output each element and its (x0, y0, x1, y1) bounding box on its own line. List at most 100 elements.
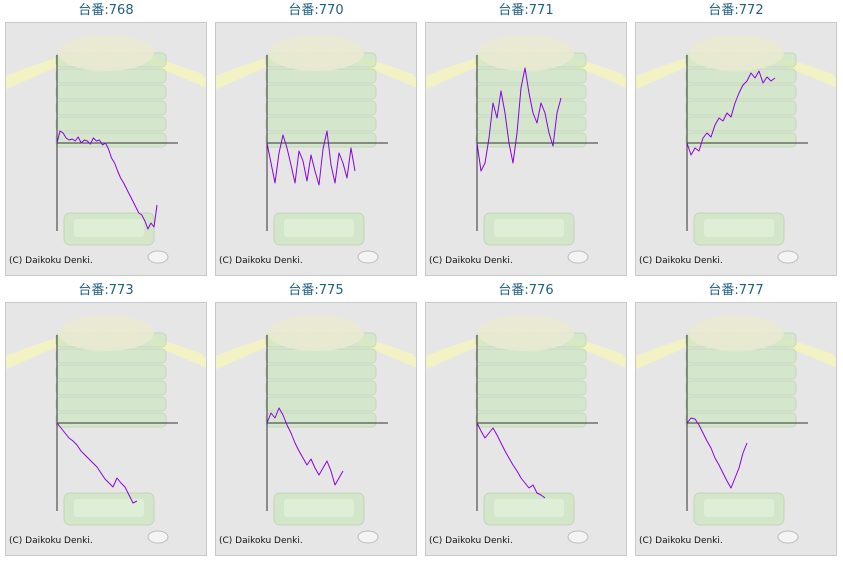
stacked-tray (265, 84, 377, 100)
dome-shape (268, 315, 364, 351)
stacked-tray (55, 380, 167, 396)
background-illustration (636, 35, 836, 264)
dome-shape (58, 315, 154, 351)
coin-icon (147, 250, 169, 264)
bottom-tray-inner (284, 499, 354, 517)
stacked-tray (475, 380, 587, 396)
background-illustration (216, 315, 416, 544)
stacked-tray (685, 412, 797, 428)
series-line (266, 130, 356, 186)
stacked-tray (55, 116, 167, 132)
stacked-tray (55, 396, 167, 412)
copyright-text: (C) Daikoku Denki. (639, 536, 723, 546)
chart-panel: (C) Daikoku Denki. (215, 22, 417, 276)
dome-shape (268, 35, 364, 71)
stacked-tray (265, 396, 377, 412)
chart-title[interactable]: 台番:775 (288, 283, 344, 298)
stacked-tray (685, 348, 797, 364)
stacked-tray (475, 68, 587, 84)
stacked-tray (265, 116, 377, 132)
stacked-tray (265, 364, 377, 380)
coin-icon (567, 250, 589, 264)
coin-icon (567, 530, 589, 544)
background-illustration (216, 35, 416, 264)
series-line (476, 67, 562, 172)
copyright-text: (C) Daikoku Denki. (219, 256, 303, 266)
background-illustration (636, 315, 836, 544)
stacked-tray (685, 84, 797, 100)
series-line (266, 407, 344, 486)
series-line (476, 422, 546, 499)
stacked-tray (685, 100, 797, 116)
coin-icon (777, 250, 799, 264)
chart-title[interactable]: 台番:771 (498, 3, 554, 18)
stacked-tray (475, 84, 587, 100)
stacked-tray (685, 116, 797, 132)
coin-icon (147, 530, 169, 544)
series-line (686, 417, 748, 489)
bottom-tray-inner (284, 219, 354, 237)
copyright-text: (C) Daikoku Denki. (9, 256, 93, 266)
chart-panel: (C) Daikoku Denki. (425, 22, 627, 276)
chart-panel: (C) Daikoku Denki. (425, 302, 627, 556)
chart-panel: (C) Daikoku Denki. (5, 22, 207, 276)
chart-title[interactable]: 台番:768 (78, 3, 134, 18)
chart-panel: (C) Daikoku Denki. (635, 22, 837, 276)
copyright-text: (C) Daikoku Denki. (429, 536, 513, 546)
stacked-tray (55, 84, 167, 100)
stacked-tray (55, 132, 167, 148)
coin-icon (357, 530, 379, 544)
dome-shape (688, 35, 784, 71)
bottom-tray-inner (704, 219, 774, 237)
stacked-tray (475, 132, 587, 148)
series-line (686, 70, 776, 156)
bottom-tray-inner (494, 499, 564, 517)
chart-title[interactable]: 台番:776 (498, 283, 554, 298)
bottom-tray-inner (704, 499, 774, 517)
bottom-tray-inner (74, 499, 144, 517)
stacked-tray (55, 100, 167, 116)
stacked-tray (265, 380, 377, 396)
stacked-tray (265, 68, 377, 84)
chart-title[interactable]: 台番:772 (708, 3, 764, 18)
stacked-tray (475, 348, 587, 364)
coin-icon (357, 250, 379, 264)
dome-shape (478, 35, 574, 71)
chart-title[interactable]: 台番:770 (288, 3, 344, 18)
stacked-tray (685, 364, 797, 380)
bottom-tray-inner (494, 219, 564, 237)
copyright-text: (C) Daikoku Denki. (639, 256, 723, 266)
stacked-tray (265, 100, 377, 116)
stacked-tray (685, 68, 797, 84)
stacked-tray (475, 364, 587, 380)
chart-title[interactable]: 台番:777 (708, 283, 764, 298)
coin-icon (777, 530, 799, 544)
background-illustration (426, 315, 626, 544)
copyright-text: (C) Daikoku Denki. (219, 536, 303, 546)
chart-panel: (C) Daikoku Denki. (635, 302, 837, 556)
background-illustration (6, 35, 206, 264)
stacked-tray (265, 348, 377, 364)
copyright-text: (C) Daikoku Denki. (429, 256, 513, 266)
stacked-tray (475, 116, 587, 132)
chart-title[interactable]: 台番:773 (78, 283, 134, 298)
dome-shape (58, 35, 154, 71)
stacked-tray (55, 412, 167, 428)
background-illustration (6, 315, 206, 544)
series-line (56, 130, 158, 230)
background-illustration (426, 35, 626, 264)
bottom-tray-inner (74, 219, 144, 237)
copyright-text: (C) Daikoku Denki. (9, 536, 93, 546)
dome-shape (688, 315, 784, 351)
stacked-tray (685, 396, 797, 412)
series-line (56, 422, 138, 504)
stacked-tray (55, 68, 167, 84)
stacked-tray (55, 364, 167, 380)
chart-panel: (C) Daikoku Denki. (215, 302, 417, 556)
chart-panel: (C) Daikoku Denki. (5, 302, 207, 556)
stacked-tray (475, 412, 587, 428)
stacked-tray (685, 380, 797, 396)
dome-shape (478, 315, 574, 351)
stacked-tray (475, 396, 587, 412)
stacked-tray (55, 348, 167, 364)
